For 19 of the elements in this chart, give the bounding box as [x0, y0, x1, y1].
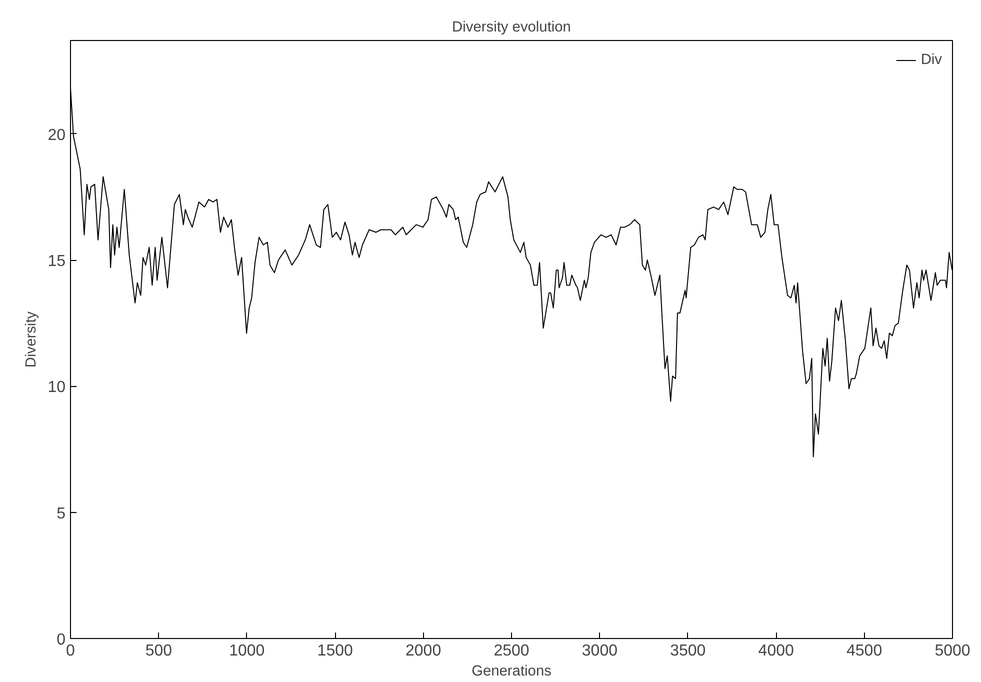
y-tick-label: 0	[56, 632, 66, 648]
y-tick-label: 15	[48, 253, 66, 270]
x-tick-label: 2500	[494, 642, 530, 660]
x-tick-label: 500	[145, 642, 172, 660]
x-tick-label: 4000	[758, 642, 794, 660]
y-tick-label: 10	[48, 379, 66, 396]
legend-label: Div	[920, 52, 942, 68]
x-tick-label: 2000	[406, 642, 442, 660]
x-tick-label: 3500	[670, 642, 706, 660]
y-axis-title: Diversity	[24, 310, 40, 368]
x-axis-title: Generations	[472, 664, 552, 680]
y-tick-label: 5	[56, 505, 66, 522]
x-tick-label: 4500	[846, 642, 882, 660]
x-tick-label: 1500	[317, 642, 353, 660]
chart-title: Diversity evolution	[452, 20, 571, 36]
x-tick-label: 1000	[229, 642, 265, 660]
y-tick-label: 20	[48, 126, 66, 144]
x-tick-label: 5000	[934, 642, 970, 660]
x-tick-label: 3000	[582, 642, 618, 660]
